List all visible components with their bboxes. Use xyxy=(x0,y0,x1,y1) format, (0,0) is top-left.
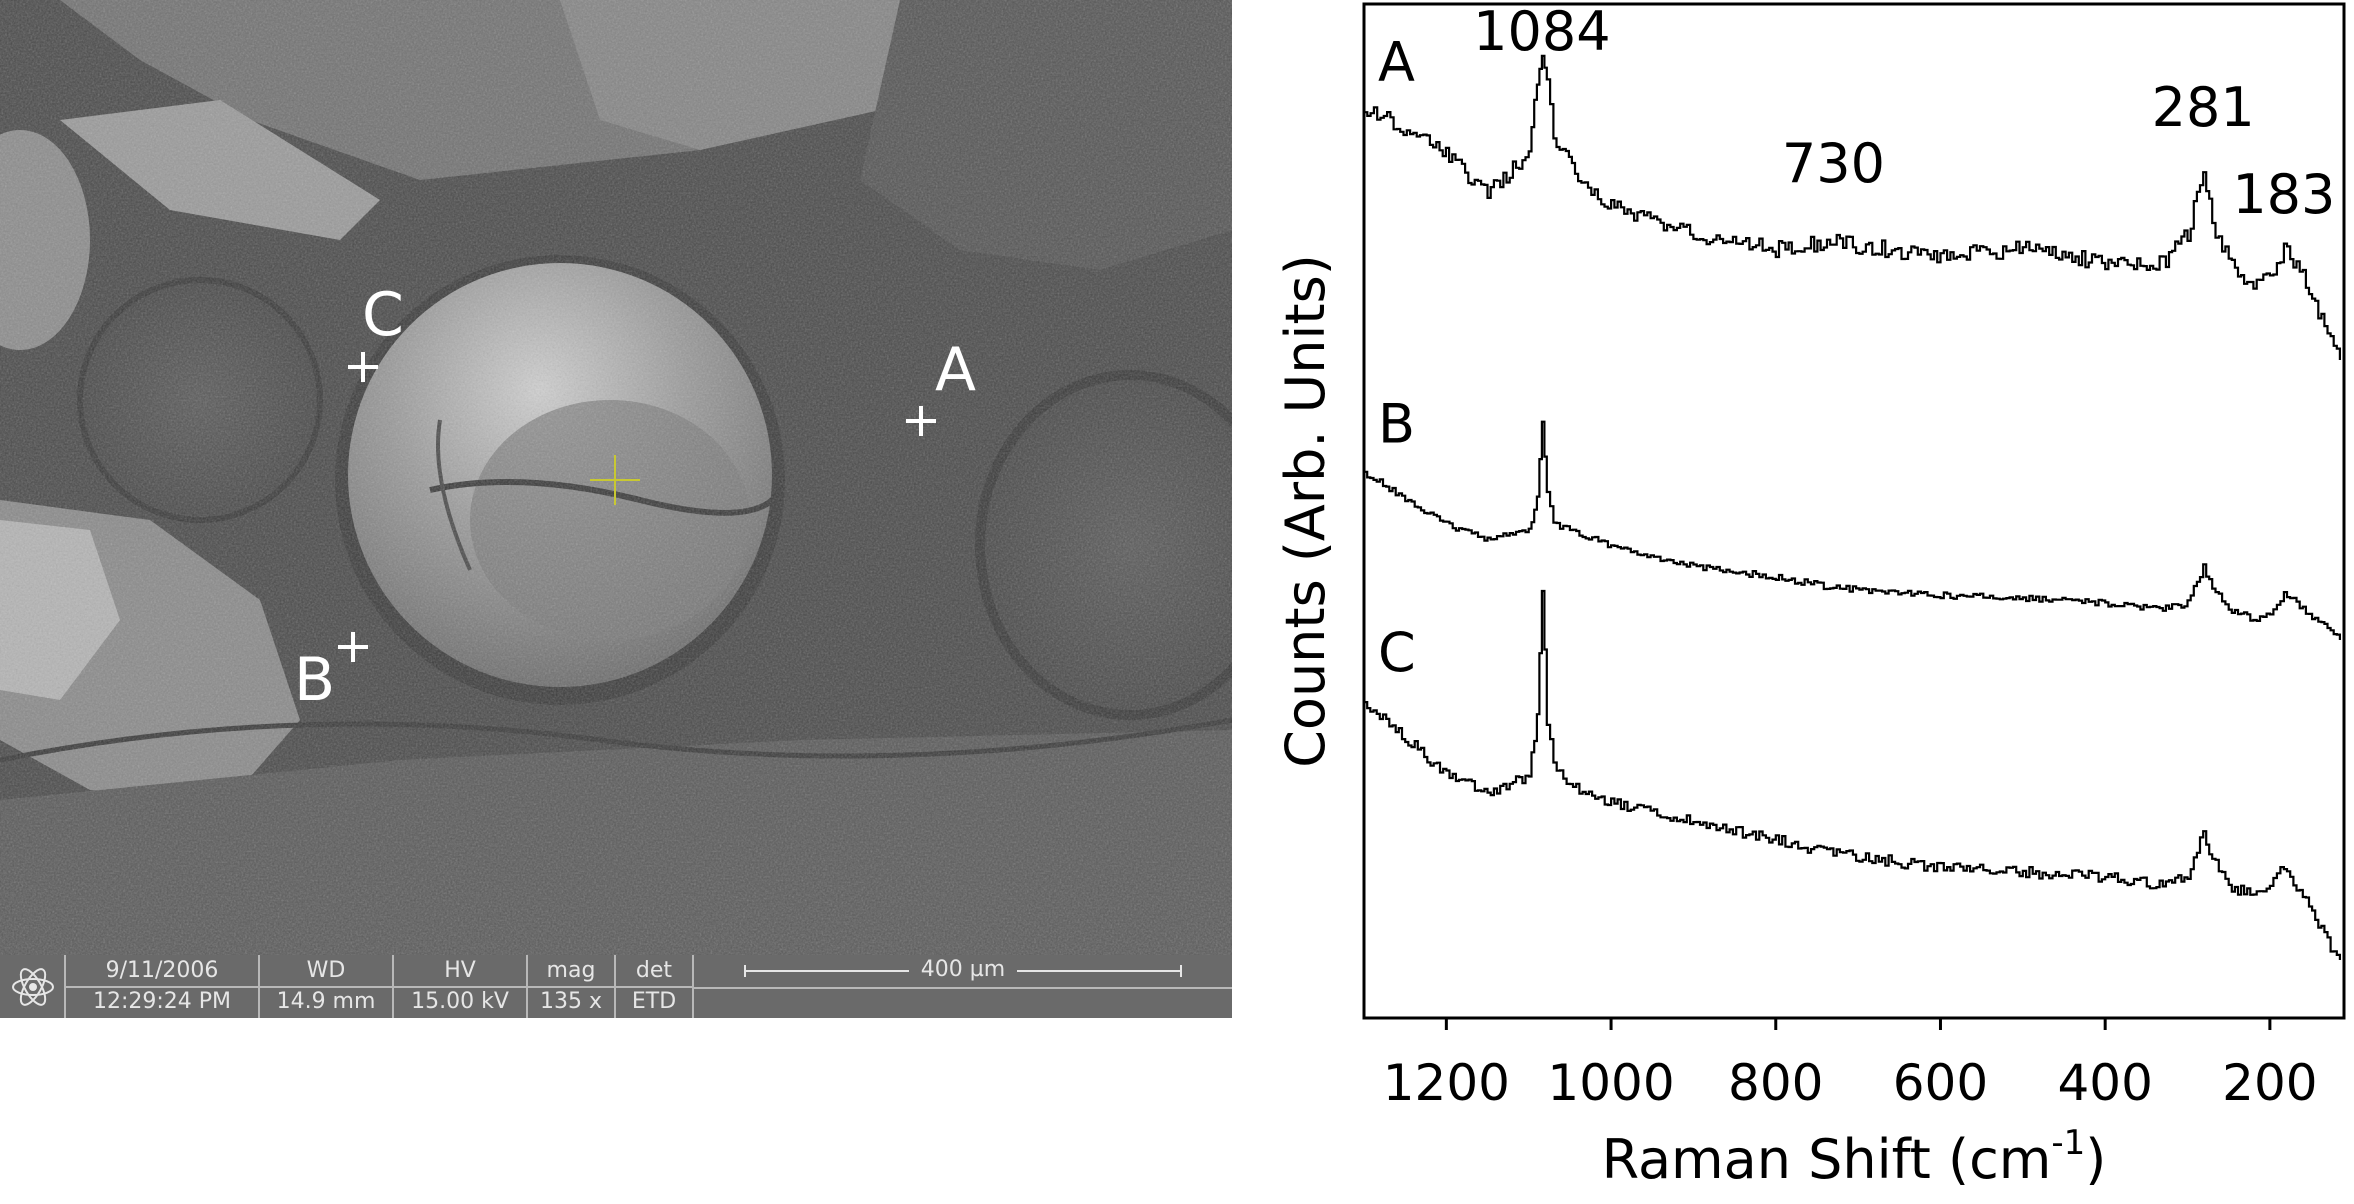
labels-layer: A B C 1084 730 281 183 xyxy=(1378,0,2335,684)
sem-info-bar: 9/11/2006 12:29:24 PM WD 14.9 mm HV 15.0… xyxy=(0,955,1232,1018)
y-axis-label: Counts (Arb. Units) xyxy=(1274,254,1337,768)
sem-micrograph: A B C xyxy=(0,0,1232,955)
point-b-marker xyxy=(338,632,368,662)
x-tick-label: 1000 xyxy=(1547,1054,1674,1112)
mag-cell: mag 135 x xyxy=(528,955,616,1018)
peak-annotation: 730 xyxy=(1782,132,1885,195)
series-layer xyxy=(1364,54,2341,960)
x-tick-label: 400 xyxy=(2057,1054,2152,1112)
x-tick-label: 1200 xyxy=(1383,1054,1510,1112)
series-c-line xyxy=(1364,589,2341,960)
series-b-line xyxy=(1364,420,2341,640)
x-tick-label: 200 xyxy=(2222,1054,2317,1112)
mag-value: 135 x xyxy=(539,989,602,1014)
scale-bar-label: 400 µm xyxy=(908,957,1018,982)
peak-annotation: 183 xyxy=(2232,163,2335,226)
mag-label: mag xyxy=(528,956,614,988)
hv-value: 15.00 kV xyxy=(411,989,509,1014)
atom-logo-icon xyxy=(12,968,54,1006)
x-axis-ticks: 1200 1000 800 600 400 200 xyxy=(1383,1018,2318,1112)
hv-label: HV xyxy=(394,956,526,988)
peak-annotation: 1084 xyxy=(1473,0,1610,63)
series-label-c: C xyxy=(1378,621,1416,684)
x-tick-label: 800 xyxy=(1728,1054,1823,1112)
point-c-marker xyxy=(348,352,378,382)
sem-panel: A B C 9/11/2006 12:29:24 PM WD 14.9 mm H… xyxy=(0,0,1232,1018)
det-value: ETD xyxy=(631,989,677,1014)
x-axis-label-superscript: -1 xyxy=(2051,1123,2085,1163)
time-value: 12:29:24 PM xyxy=(92,989,232,1014)
date-value: 9/11/2006 xyxy=(66,956,258,988)
sem-texture xyxy=(0,0,1232,955)
beam-crosshair xyxy=(590,455,640,505)
peak-annotation: 281 xyxy=(2152,76,2255,139)
point-a-marker xyxy=(906,406,936,436)
x-axis-label-end: ) xyxy=(2085,1128,2106,1191)
datetime-cell: 9/11/2006 12:29:24 PM xyxy=(66,955,260,1018)
point-label-c: C xyxy=(362,280,404,350)
series-a-line xyxy=(1364,54,2341,360)
wd-cell: WD 14.9 mm xyxy=(260,955,394,1018)
scale-bar-blank-row xyxy=(694,987,1232,1020)
x-tick-label: 600 xyxy=(1893,1054,1988,1112)
point-label-a: A xyxy=(935,335,977,405)
det-label: det xyxy=(616,956,692,988)
logo-cell xyxy=(0,955,66,1018)
series-label-a: A xyxy=(1378,30,1415,93)
hv-cell: HV 15.00 kV xyxy=(394,955,528,1018)
wd-label: WD xyxy=(260,956,392,988)
det-cell: det ETD xyxy=(616,955,694,1018)
series-label-b: B xyxy=(1378,392,1415,455)
wd-value: 14.9 mm xyxy=(276,989,376,1014)
plot-frame xyxy=(1362,2,2346,1020)
point-label-b: B xyxy=(294,645,336,715)
x-axis-label-main: Raman Shift (cm xyxy=(1602,1128,2052,1191)
scale-bar-cell: 400 µm xyxy=(694,955,1232,1018)
raman-chart: 1200 1000 800 600 400 200 A B C 1084 730 281 183 Co… xyxy=(1250,0,2354,1200)
x-axis-label: Raman Shift (cm-1) xyxy=(1602,1123,2107,1191)
raman-chart-svg: 1200 1000 800 600 400 200 A B C 1084 730 281 183 Co… xyxy=(1274,0,2346,1191)
